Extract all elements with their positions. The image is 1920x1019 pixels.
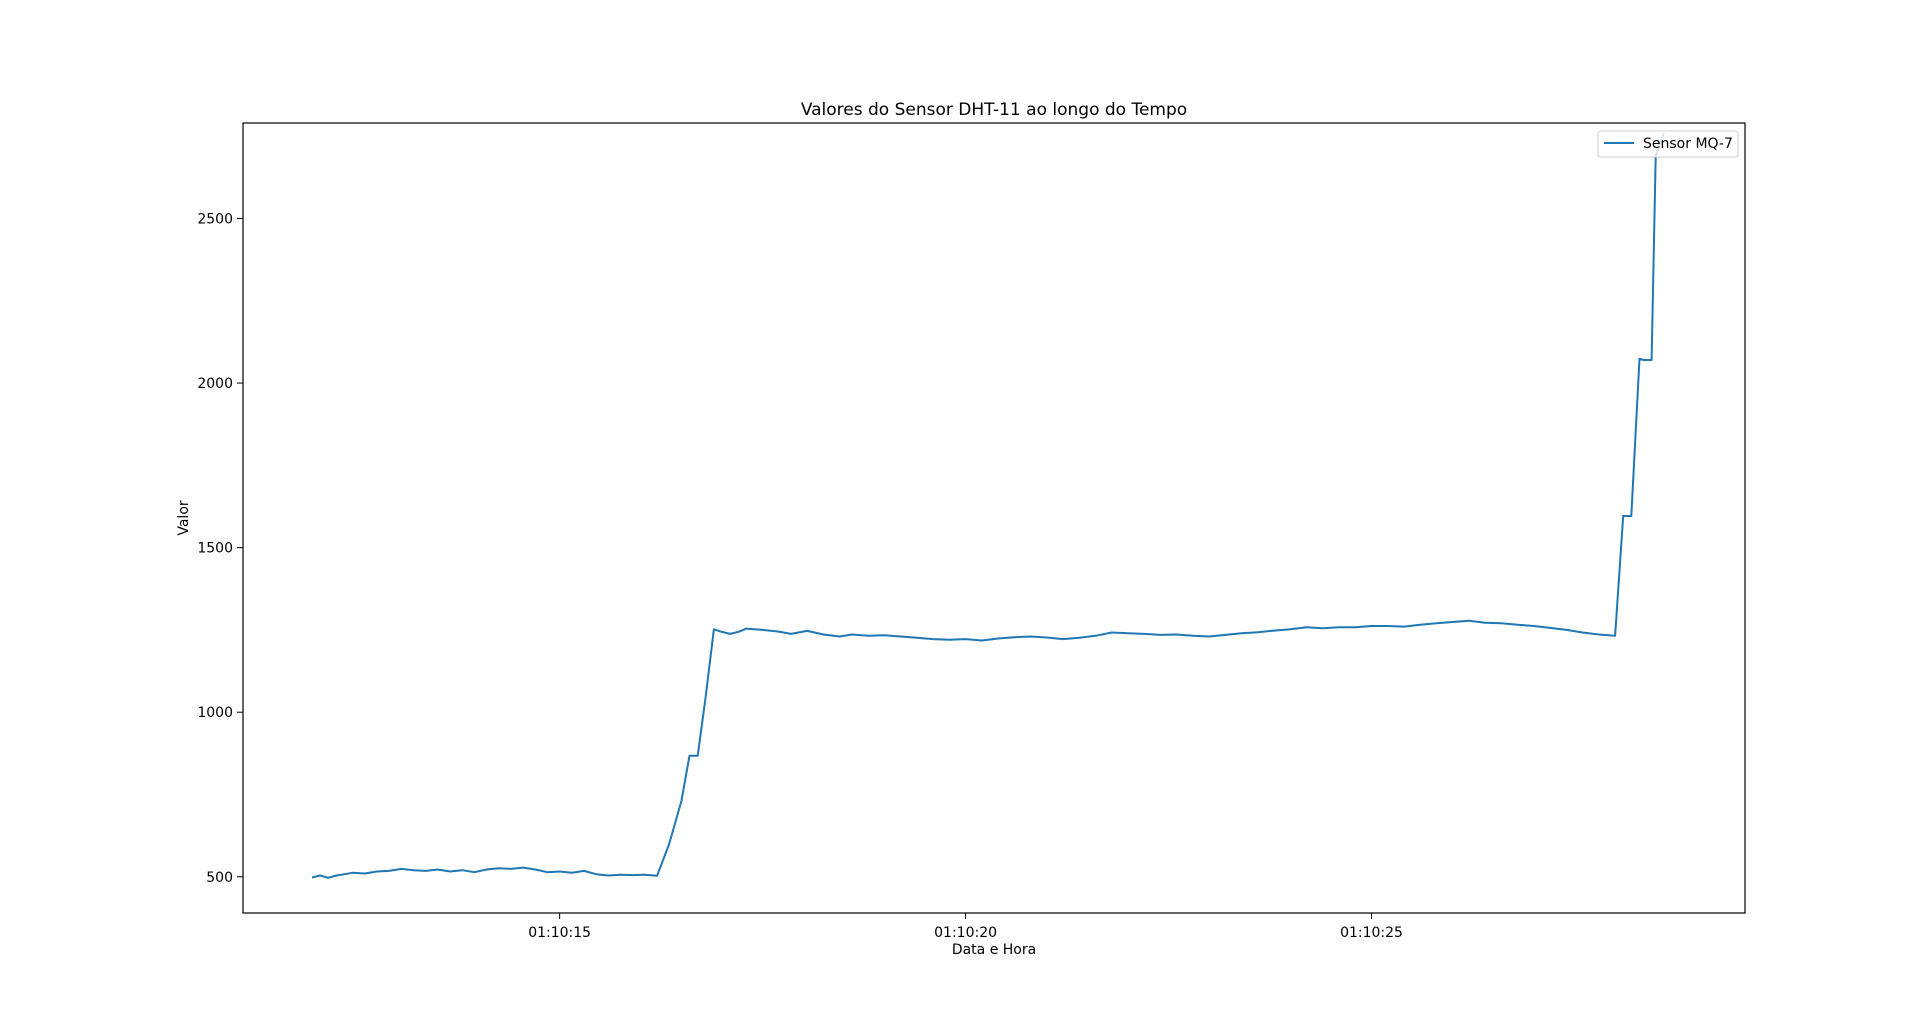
- plot-background: [243, 123, 1745, 913]
- legend-box: [1597, 130, 1739, 158]
- x-tick-label: 01:10:15: [528, 925, 591, 941]
- y-tick-label: 1500: [197, 541, 233, 557]
- x-tick-label: 01:10:20: [934, 925, 997, 941]
- y-axis-label: Valor: [176, 500, 192, 536]
- chart-title: Valores do Sensor DHT-11 ao longo do Tem…: [801, 100, 1187, 120]
- x-tick-label: 01:10:25: [1340, 925, 1403, 941]
- y-tick-label: 2500: [197, 211, 233, 227]
- legend-label: Sensor MQ-7: [1643, 136, 1733, 152]
- x-axis-ticks: 01:10:15 01:10:20 01:10:25: [528, 913, 1403, 941]
- y-tick-label: 500: [206, 870, 233, 886]
- legend: Sensor MQ-7: [1597, 130, 1739, 158]
- y-axis-ticks: 500 1000 1500 2000 2500: [197, 211, 243, 886]
- series-line-0: [311, 132, 1665, 879]
- y-tick-label: 2000: [197, 376, 233, 392]
- data-layer: [311, 132, 1665, 879]
- plot-frame: [242, 122, 1746, 914]
- y-tick-label: 1000: [197, 705, 233, 721]
- x-axis-label: Data e Hora: [952, 942, 1036, 958]
